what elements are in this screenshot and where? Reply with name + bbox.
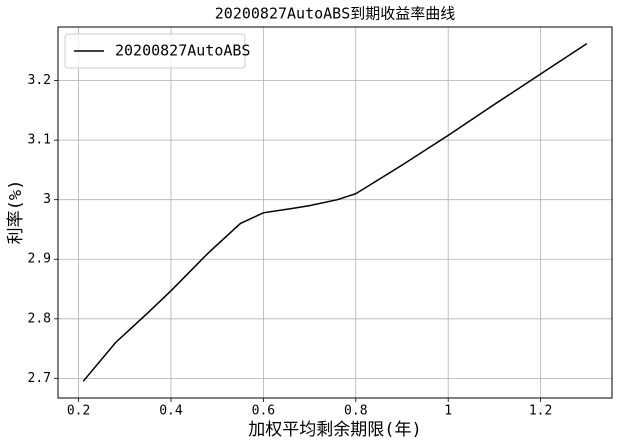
y-tick-label: 2.7: [28, 371, 51, 386]
x-tick-label: 1: [444, 404, 452, 419]
x-tick-label: 0.2: [67, 404, 90, 419]
y-tick-label: 3.2: [28, 73, 51, 88]
legend-box: [64, 33, 246, 69]
x-tick-label: 0.8: [344, 404, 367, 419]
x-tick-label: 0.6: [252, 404, 275, 419]
x-axis-label: 加权平均剩余期限(年): [248, 420, 421, 440]
y-tick-label: 2.9: [28, 252, 51, 267]
legend-label: 20200827AutoABS: [115, 42, 250, 60]
line: [82, 43, 588, 382]
y-tick-label: 3: [43, 192, 51, 207]
x-tick-label: 0.4: [159, 404, 183, 419]
y-tick-label: 2.8: [28, 311, 51, 326]
chart-title: 20200827AutoABS到期收益率曲线: [215, 5, 455, 23]
plot-frame: [57, 26, 613, 399]
x-tick-label: 1.2: [529, 404, 552, 419]
y-tick-label: 3.1: [28, 133, 51, 148]
y-axis-label: 利率(%): [6, 180, 26, 245]
